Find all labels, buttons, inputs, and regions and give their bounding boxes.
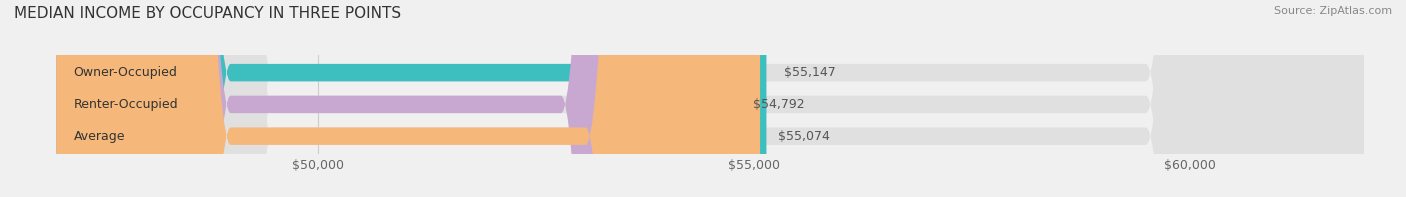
FancyBboxPatch shape [56, 0, 1364, 197]
FancyBboxPatch shape [56, 0, 735, 197]
Text: Owner-Occupied: Owner-Occupied [73, 66, 177, 79]
Text: Renter-Occupied: Renter-Occupied [73, 98, 179, 111]
Text: MEDIAN INCOME BY OCCUPANCY IN THREE POINTS: MEDIAN INCOME BY OCCUPANCY IN THREE POIN… [14, 6, 401, 21]
Text: $55,074: $55,074 [778, 130, 830, 143]
Text: $54,792: $54,792 [754, 98, 804, 111]
Text: Average: Average [73, 130, 125, 143]
FancyBboxPatch shape [56, 0, 761, 197]
FancyBboxPatch shape [56, 0, 1364, 197]
FancyBboxPatch shape [56, 0, 766, 197]
Text: Source: ZipAtlas.com: Source: ZipAtlas.com [1274, 6, 1392, 16]
Text: $55,147: $55,147 [785, 66, 835, 79]
FancyBboxPatch shape [56, 0, 1364, 197]
